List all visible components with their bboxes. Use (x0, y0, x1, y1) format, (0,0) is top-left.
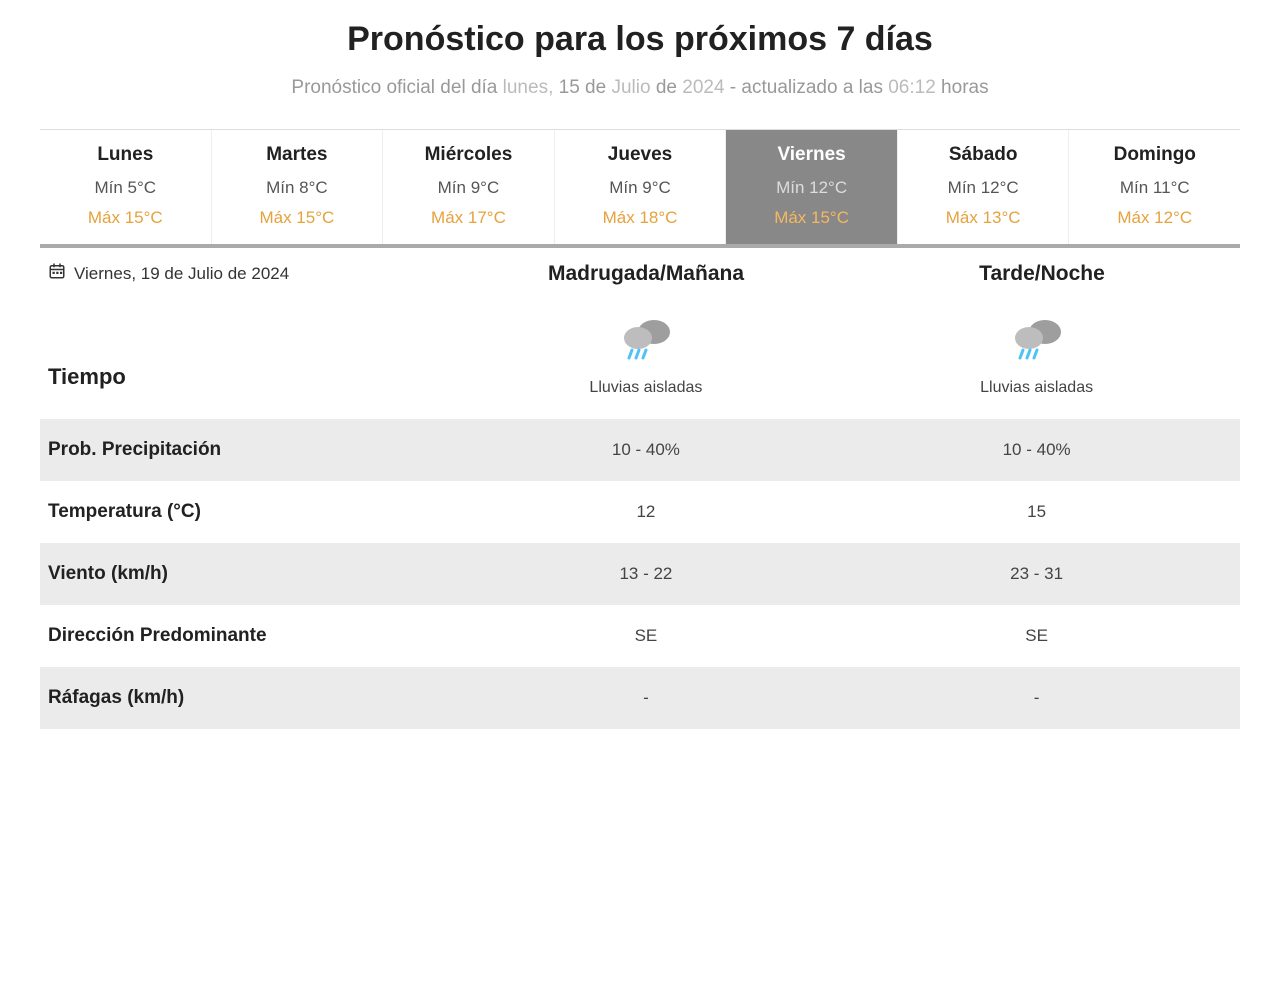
selected-date-text: Viernes, 19 de Julio de 2024 (74, 264, 289, 284)
row-morning-value: - (451, 688, 842, 708)
selected-date: Viernes, 19 de Julio de 2024 (40, 248, 448, 299)
day-tab-sábado[interactable]: Sábado Mín 12°C Máx 13°C (898, 130, 1070, 244)
subtitle-d1: lunes, (503, 77, 559, 98)
subtitle-d4: Julio (611, 77, 655, 98)
row-label: Dirección Predominante (48, 625, 451, 647)
detail-row: Prob. Precipitación10 - 40%10 - 40% (40, 419, 1240, 481)
subtitle-d3: de (580, 77, 612, 98)
subtitle-mid: - actualizado a las (725, 77, 889, 98)
row-label: Temperatura (°C) (48, 501, 451, 523)
day-tab-martes[interactable]: Martes Mín 8°C Máx 15°C (212, 130, 384, 244)
forecast-container: Pronóstico para los próximos 7 días Pron… (40, 20, 1240, 729)
day-tab-max: Máx 15°C (732, 208, 891, 228)
weather-evening: Lluvias aisladas (841, 316, 1232, 397)
row-morning-value: 10 - 40% (451, 440, 842, 460)
weather-label: Tiempo (48, 316, 451, 397)
day-tab-min: Mín 12°C (904, 178, 1063, 198)
period-headers: Madrugada/Mañana Tarde/Noche (448, 248, 1240, 306)
row-label: Viento (km/h) (48, 563, 451, 585)
day-tab-min: Mín 8°C (218, 178, 377, 198)
subtitle-prefix: Pronóstico oficial del día (291, 77, 502, 98)
weather-evening-desc: Lluvias aisladas (841, 379, 1232, 397)
detail-row: Dirección PredominanteSESE (40, 605, 1240, 667)
row-morning-value: 12 (451, 502, 842, 522)
day-tab-name: Viernes (732, 144, 891, 166)
day-tab-min: Mín 9°C (389, 178, 548, 198)
row-evening-value: 15 (841, 502, 1232, 522)
day-tab-max: Máx 15°C (218, 208, 377, 228)
day-tab-name: Sábado (904, 144, 1063, 166)
row-evening-value: SE (841, 626, 1232, 646)
subtitle-d5: de (656, 77, 682, 98)
row-evening-value: 23 - 31 (841, 564, 1232, 584)
subtitle-time: 06:12 (888, 77, 936, 98)
weather-morning: Lluvias aisladas (451, 316, 842, 397)
weather-morning-desc: Lluvias aisladas (451, 379, 842, 397)
rain-icon (451, 316, 842, 369)
row-label: Ráfagas (km/h) (48, 687, 451, 709)
day-tab-miércoles[interactable]: Miércoles Mín 9°C Máx 17°C (383, 130, 555, 244)
day-tab-min: Mín 5°C (46, 178, 205, 198)
detail-row: Ráfagas (km/h)-- (40, 667, 1240, 729)
page-title: Pronóstico para los próximos 7 días (40, 20, 1240, 59)
detail-row: Viento (km/h)13 - 2223 - 31 (40, 543, 1240, 605)
day-tab-name: Miércoles (389, 144, 548, 166)
column-header-morning: Madrugada/Mañana (448, 248, 844, 286)
day-tab-min: Mín 11°C (1075, 178, 1234, 198)
day-tab-max: Máx 15°C (46, 208, 205, 228)
day-tab-max: Máx 18°C (561, 208, 720, 228)
subtitle: Pronóstico oficial del día lunes, 15 de … (40, 77, 1240, 99)
detail-rows: Prob. Precipitación10 - 40%10 - 40%Tempe… (40, 419, 1240, 729)
day-tab-jueves[interactable]: Jueves Mín 9°C Máx 18°C (555, 130, 727, 244)
day-tab-min: Mín 12°C (732, 178, 891, 198)
rain-icon (841, 316, 1232, 369)
day-tabs: Lunes Mín 5°C Máx 15°C Martes Mín 8°C Máx 15°… (40, 129, 1240, 248)
row-evening-value: 10 - 40% (841, 440, 1232, 460)
column-header-evening: Tarde/Noche (844, 248, 1240, 286)
subtitle-suffix: horas (936, 77, 989, 98)
day-tab-name: Domingo (1075, 144, 1234, 166)
day-tab-max: Máx 13°C (904, 208, 1063, 228)
day-tab-name: Lunes (46, 144, 205, 166)
day-tab-max: Máx 17°C (389, 208, 548, 228)
day-tab-max: Máx 12°C (1075, 208, 1234, 228)
day-tab-min: Mín 9°C (561, 178, 720, 198)
day-tab-name: Martes (218, 144, 377, 166)
subtitle-d2: 15 (559, 77, 580, 98)
day-tab-viernes[interactable]: Viernes Mín 12°C Máx 15°C (726, 130, 898, 244)
subtitle-d6: 2024 (682, 77, 724, 98)
day-tab-name: Jueves (561, 144, 720, 166)
row-evening-value: - (841, 688, 1232, 708)
selected-date-header: Viernes, 19 de Julio de 2024 Madrugada/M… (40, 248, 1240, 306)
day-tab-domingo[interactable]: Domingo Mín 11°C Máx 12°C (1069, 130, 1240, 244)
row-morning-value: SE (451, 626, 842, 646)
row-morning-value: 13 - 22 (451, 564, 842, 584)
row-label: Prob. Precipitación (48, 439, 451, 461)
calendar-icon (48, 262, 66, 285)
detail-row: Temperatura (°C)1215 (40, 481, 1240, 543)
day-tab-lunes[interactable]: Lunes Mín 5°C Máx 15°C (40, 130, 212, 244)
weather-row: Tiempo Lluvias aisladas (40, 306, 1240, 419)
